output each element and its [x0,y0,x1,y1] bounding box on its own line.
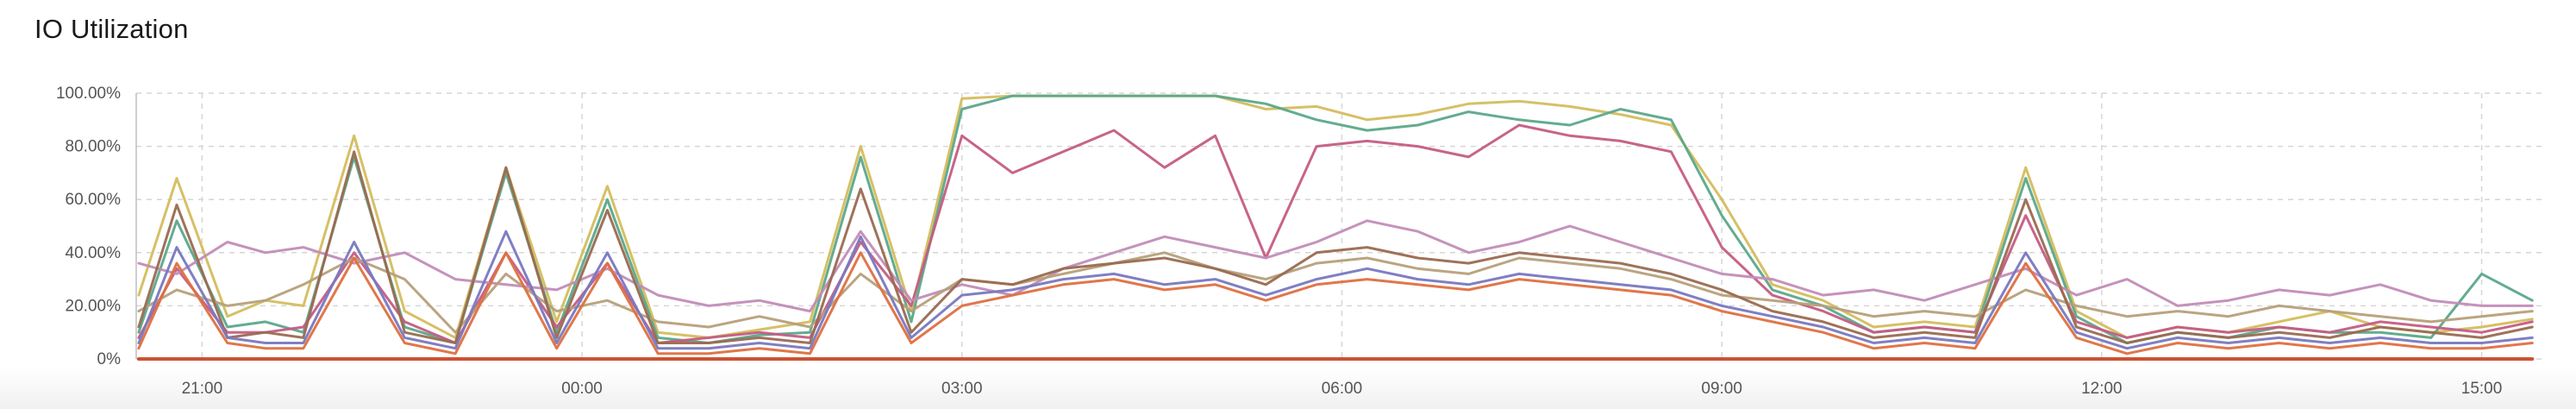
panel-title: IO Utilization [34,14,189,44]
x-tick-label: 21:00 [182,380,223,398]
series-line-1 [137,94,2534,339]
x-tick-label: 09:00 [1701,380,1742,398]
x-tick-label: 06:00 [1322,380,1363,398]
x-tick-label: 03:00 [941,380,983,398]
series-line-8 [137,251,2534,356]
x-tick-label: 00:00 [561,380,603,398]
y-tick-label: 0% [97,350,122,368]
y-tick-label: 100.00% [56,85,121,103]
series-line-6 [137,150,2534,344]
y-tick-label: 60.00% [66,191,122,209]
series-line-2 [137,94,2534,344]
series-line-7 [137,230,2534,350]
series-line-4 [137,219,2534,313]
y-tick-label: 80.00% [66,138,122,156]
series-line-5 [137,251,2534,334]
y-tick-label: 40.00% [66,244,122,262]
x-tick-label: 12:00 [2081,380,2123,398]
x-tick-label: 15:00 [2461,380,2503,398]
y-tick-label: 20.00% [66,297,122,315]
